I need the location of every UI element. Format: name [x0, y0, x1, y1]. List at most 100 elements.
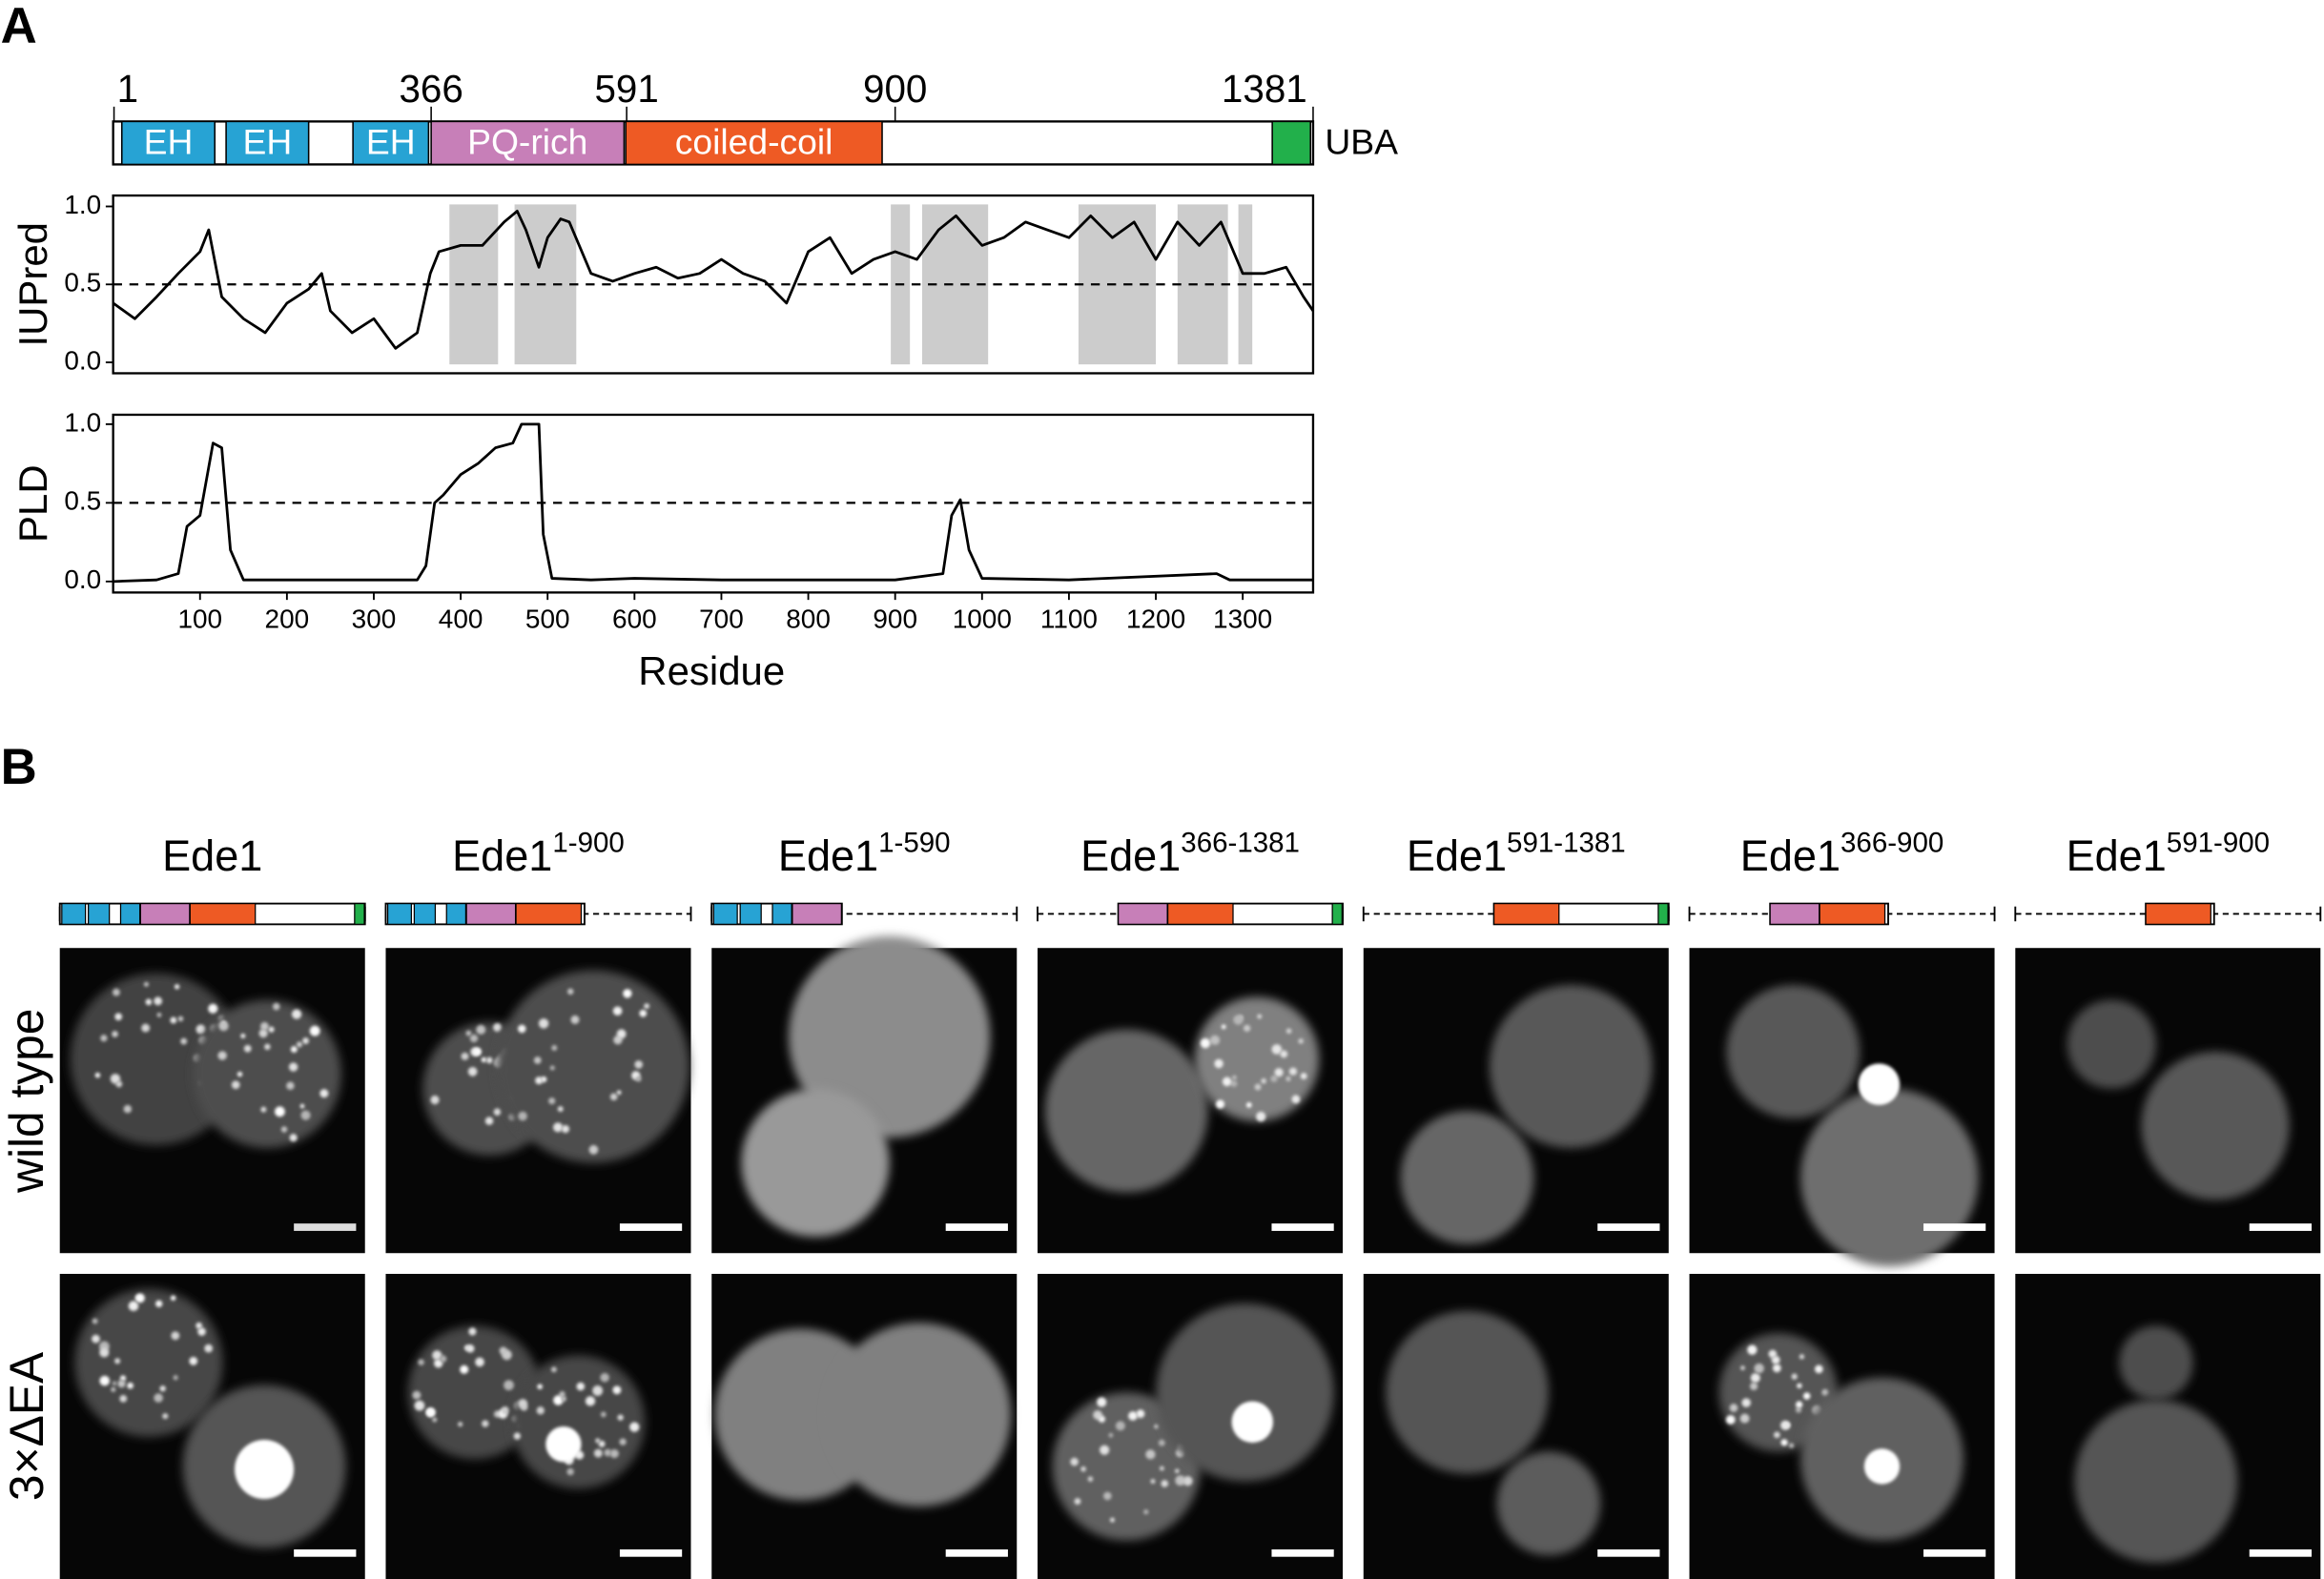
scale-bar — [294, 1223, 357, 1231]
punctum — [272, 1002, 280, 1011]
punctum — [275, 1106, 285, 1118]
x-tick-label: 1300 — [1213, 604, 1272, 633]
construct-name: Ede1 — [452, 831, 552, 880]
punctum — [177, 1015, 184, 1022]
punctum — [180, 1037, 188, 1045]
punctum — [493, 1022, 503, 1033]
construct-name: Ede1 — [2067, 831, 2167, 880]
punctum — [623, 989, 632, 998]
cell — [1400, 1111, 1534, 1244]
score-line — [113, 422, 1313, 584]
punctum — [549, 1065, 555, 1071]
column-title: Ede1591-1381 — [1407, 827, 1626, 880]
cell — [1052, 1392, 1201, 1541]
punctum — [1159, 1466, 1164, 1471]
punctum — [616, 1090, 622, 1096]
punctum — [1749, 1382, 1758, 1391]
punctum — [197, 1327, 206, 1336]
x-tick-label: 1100 — [1040, 604, 1098, 633]
punctum — [484, 1117, 494, 1125]
punctum — [286, 1081, 295, 1091]
punctum — [1814, 1364, 1823, 1374]
domain — [1271, 120, 1311, 166]
panel-label: A — [1, 0, 37, 54]
cells — [741, 935, 991, 1238]
punctum — [170, 1016, 177, 1024]
punctum — [518, 1399, 528, 1409]
punctum — [619, 1438, 627, 1446]
punctum — [1070, 1457, 1079, 1466]
cells — [70, 973, 341, 1148]
domain-label: EH — [144, 121, 194, 161]
punctum — [538, 1018, 549, 1029]
punctum — [432, 1350, 442, 1361]
punctum — [92, 1334, 100, 1343]
punctum — [561, 1396, 567, 1402]
punctum — [1739, 1413, 1750, 1424]
punctum — [1214, 1058, 1224, 1069]
punctum — [1261, 1077, 1266, 1084]
punctum — [99, 1375, 111, 1386]
cell — [511, 1355, 646, 1489]
punctum — [504, 1380, 514, 1391]
punctum — [174, 984, 180, 990]
punctum — [609, 1093, 618, 1101]
punctum — [585, 1396, 596, 1406]
scale-bar — [1271, 1548, 1334, 1557]
punctum — [141, 1023, 151, 1033]
punctum — [112, 1031, 118, 1037]
punctum — [300, 1110, 311, 1120]
punctum — [1080, 1466, 1086, 1472]
punctum — [208, 1003, 218, 1014]
cell — [1726, 985, 1861, 1118]
punctum — [432, 1417, 438, 1423]
punctum — [1243, 1024, 1251, 1033]
punctum — [290, 1046, 298, 1054]
punctum — [481, 1056, 487, 1063]
construct-name: Ede1 — [1407, 831, 1507, 880]
punctum — [1291, 1095, 1301, 1104]
punctum — [258, 1029, 268, 1038]
construct-domain — [119, 902, 141, 925]
punctum — [576, 1382, 586, 1391]
construct-domain — [1657, 902, 1669, 925]
punctum — [243, 1044, 252, 1053]
scale-bar — [1271, 1223, 1334, 1231]
construct-domain — [189, 902, 257, 925]
cell — [1156, 1303, 1334, 1482]
punctum — [1097, 1397, 1107, 1407]
cell — [496, 970, 689, 1163]
punctum — [260, 1106, 267, 1113]
punctum — [593, 1448, 603, 1458]
punctum — [1175, 1475, 1186, 1487]
punctum — [1074, 1498, 1081, 1505]
punctum — [1254, 1083, 1262, 1091]
construct-domain — [354, 902, 365, 925]
scale-bar — [945, 1223, 1008, 1231]
cell — [1718, 1333, 1838, 1452]
punctum — [1780, 1420, 1791, 1430]
construct-domain — [515, 902, 583, 925]
column-title: Ede11-900 — [452, 827, 625, 880]
domain-label: UBA — [1325, 121, 1398, 161]
punctum — [123, 1104, 133, 1114]
punctum — [1143, 1508, 1149, 1515]
punctum — [535, 1077, 544, 1085]
cell — [2067, 999, 2156, 1089]
row-label: 3×ΔEA — [0, 1351, 53, 1501]
punctum — [170, 1295, 176, 1302]
domain-label: EH — [366, 121, 416, 161]
punctum — [217, 1051, 227, 1060]
cells — [2067, 999, 2290, 1200]
punctum — [598, 1440, 606, 1447]
punctum — [1772, 1364, 1781, 1373]
punctum — [1150, 1479, 1156, 1485]
construct-name: Ede1 — [162, 831, 262, 880]
cells — [1400, 985, 1653, 1244]
x-tick-label: 1200 — [1126, 604, 1185, 633]
punctum — [600, 1372, 609, 1383]
punctum — [1161, 1480, 1169, 1487]
punctum — [114, 1013, 123, 1021]
column-title: Ede1591-900 — [2067, 827, 2270, 880]
